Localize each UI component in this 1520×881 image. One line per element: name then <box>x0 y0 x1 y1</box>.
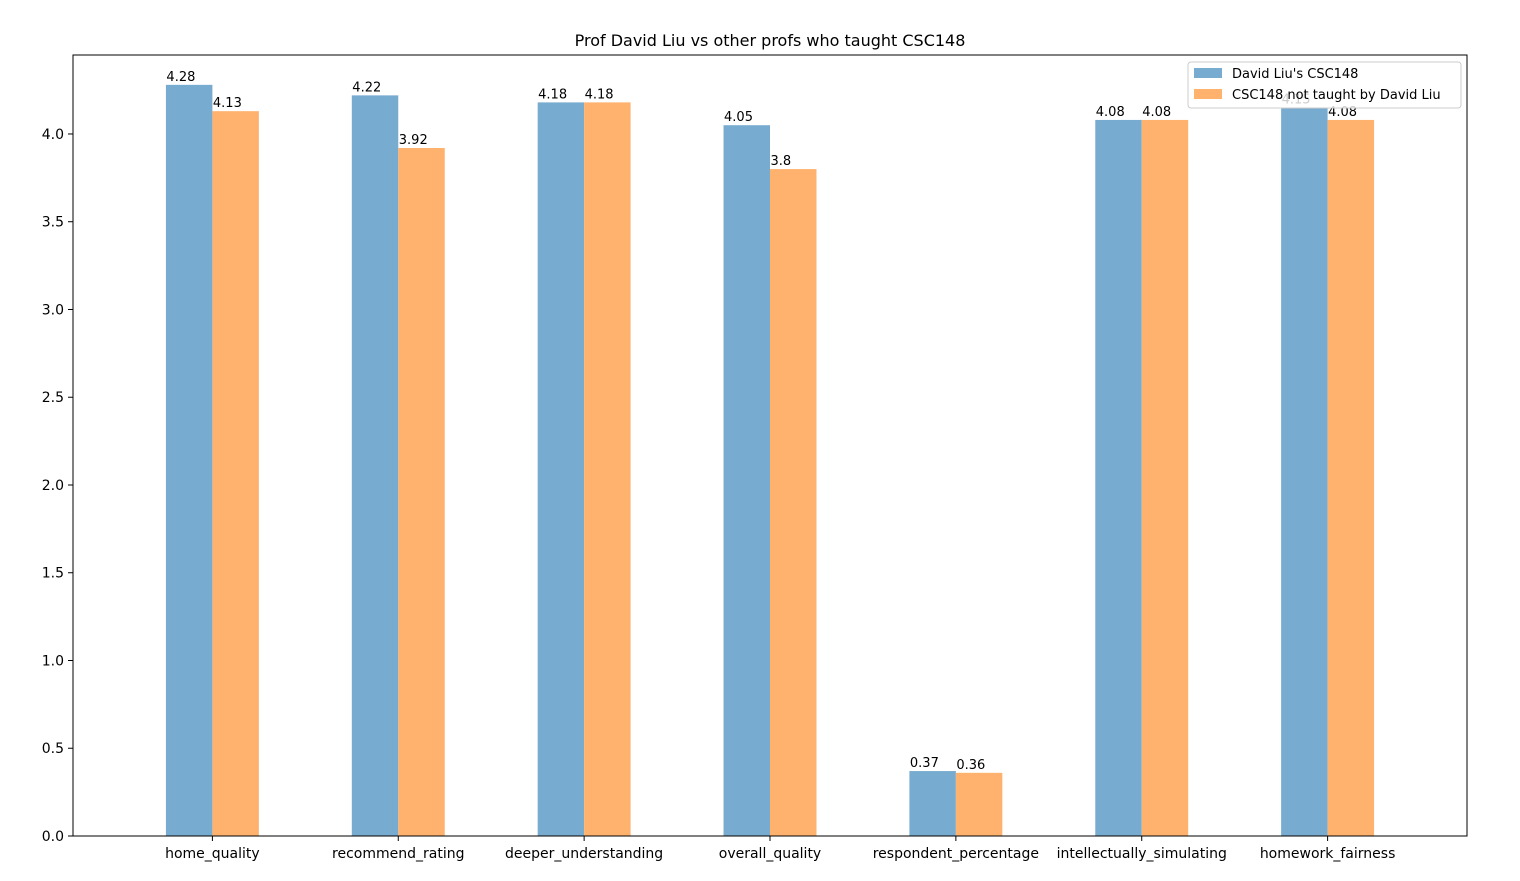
value-label: 4.08 <box>1328 105 1357 120</box>
value-label: 4.05 <box>724 110 753 125</box>
bar-others-respondent_percentage <box>955 772 1003 836</box>
x-tick-label: home_quality <box>165 846 260 862</box>
legend-label: CSC148 not taught by David Liu <box>1232 88 1441 103</box>
y-tick-label: 4.0 <box>42 127 64 143</box>
value-label: 4.13 <box>213 96 242 111</box>
x-tick-label: respondent_percentage <box>873 846 1039 862</box>
legend-label: David Liu's CSC148 <box>1232 67 1358 82</box>
bar-david-liu-recommend_rating <box>351 95 399 837</box>
value-label: 4.22 <box>352 80 381 95</box>
y-tick-label: 2.0 <box>42 478 64 494</box>
bar-others-home_quality <box>212 111 259 836</box>
y-tick-label: 0.5 <box>42 741 64 757</box>
bar-others-homework_fairness <box>1327 119 1375 836</box>
y-tick-label: 2.5 <box>42 390 64 406</box>
value-label: 3.92 <box>399 133 428 148</box>
y-tick-label: 1.0 <box>42 653 64 669</box>
bar-david-liu-deeper_understanding <box>537 102 585 836</box>
bar-david-liu-respondent_percentage <box>909 771 956 836</box>
bar-david-liu-intellectually_simulating <box>1095 119 1142 836</box>
axes-layer: 0.0 0.5 1.0 1.5 2.0 2.5 3.0 3.5 4.0 home_quality r… <box>42 54 1468 862</box>
x-tick-label: intellectually_simulating <box>1057 846 1227 862</box>
bar-david-liu-homework_fairness <box>1281 107 1328 836</box>
x-tick-label: recommend_rating <box>332 846 464 862</box>
value-label: 4.18 <box>538 87 567 102</box>
x-tick-label: overall_quality <box>719 846 821 862</box>
bar-others-overall_quality <box>770 169 817 836</box>
bar-others-deeper_understanding <box>584 102 631 836</box>
legend-swatch <box>1194 89 1222 99</box>
y-tick-label: 1.5 <box>42 566 64 582</box>
value-label: 3.8 <box>771 154 792 169</box>
bar-david-liu-home_quality <box>165 84 213 837</box>
x-tick-label: homework_fairness <box>1260 846 1396 862</box>
bar-others-intellectually_simulating <box>1141 119 1189 836</box>
value-label: 4.08 <box>1142 105 1171 120</box>
bar-others-recommend_rating <box>398 148 445 836</box>
y-tick-label: 0.0 <box>42 829 64 845</box>
legend: David Liu's CSC148 CSC148 not taught by D… <box>1187 61 1462 109</box>
x-tick-label: deeper_understanding <box>505 846 663 862</box>
legend-swatch <box>1194 68 1222 78</box>
y-tick-label: 3.5 <box>42 215 64 231</box>
bars-layer <box>165 84 1375 837</box>
value-label: 4.18 <box>585 87 614 102</box>
value-label: 4.08 <box>1096 105 1125 120</box>
legend-box <box>1187 61 1462 109</box>
value-label: 4.28 <box>166 70 195 85</box>
bar-david-liu-overall_quality <box>723 125 770 836</box>
y-tick-label: 3.0 <box>42 302 64 318</box>
value-label: 0.36 <box>956 758 985 773</box>
value-label: 0.37 <box>910 756 939 771</box>
chart-title: Prof David Liu vs other profs who taught… <box>575 31 966 50</box>
